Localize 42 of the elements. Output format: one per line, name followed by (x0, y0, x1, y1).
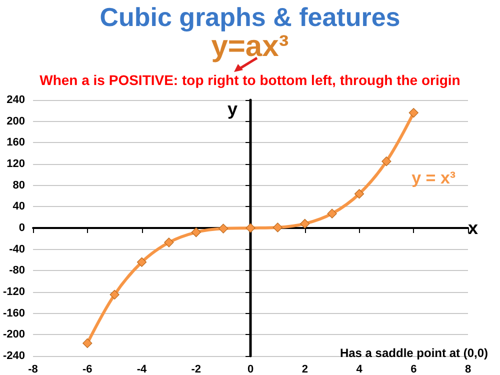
text: When a is POSITIVE: top right to bottom left, through the origin (38, 72, 462, 88)
point (164, 238, 174, 248)
y-tick-label: 160 (6, 136, 26, 149)
x-tick-label: -4 (136, 364, 148, 375)
y-axis-title: y (228, 99, 238, 119)
y-tick-label: -120 (2, 286, 26, 298)
x-tick-label: 8 (464, 364, 472, 375)
x-tick-label: 6 (410, 364, 417, 375)
x-tick-label: -2 (191, 364, 202, 375)
chart-subtitle: y=ax³ (211, 30, 290, 64)
chart-title: Cubic graphs & features (98, 2, 402, 33)
point (218, 224, 228, 234)
y-tick-label: -40 (9, 243, 26, 256)
y-tick-label: 80 (12, 179, 26, 192)
point (191, 227, 201, 238)
point (354, 189, 364, 199)
point (246, 223, 256, 233)
annotation: Has a saddle point at (0,0) (340, 346, 488, 360)
y-tick-label: 200 (6, 115, 26, 128)
y-tick-label: -160 (2, 307, 26, 320)
point (110, 290, 120, 300)
y-tick-label: -80 (9, 264, 26, 277)
y-tick-label: 0 (18, 222, 26, 234)
x-axis-title: x (468, 218, 478, 238)
y-tick-label: 40 (12, 200, 26, 213)
x-tick-label: 2 (302, 364, 308, 375)
x-tick-label: 0 (247, 364, 254, 375)
y-tick-label: 120 (6, 158, 26, 170)
y-tick-label: 240 (6, 94, 26, 106)
y-tick-label: -200 (2, 328, 26, 341)
point (136, 257, 147, 267)
point (327, 208, 337, 218)
x-tick-label: -6 (82, 364, 92, 375)
point (408, 108, 418, 118)
x-tick-label: -8 (28, 364, 38, 375)
point (82, 338, 92, 348)
x-tick-label: 4 (356, 364, 364, 375)
point (272, 222, 282, 232)
y-tick-label: -240 (2, 350, 26, 362)
point (382, 156, 392, 166)
point (300, 218, 310, 229)
series-label: y = x³ (412, 168, 456, 188)
